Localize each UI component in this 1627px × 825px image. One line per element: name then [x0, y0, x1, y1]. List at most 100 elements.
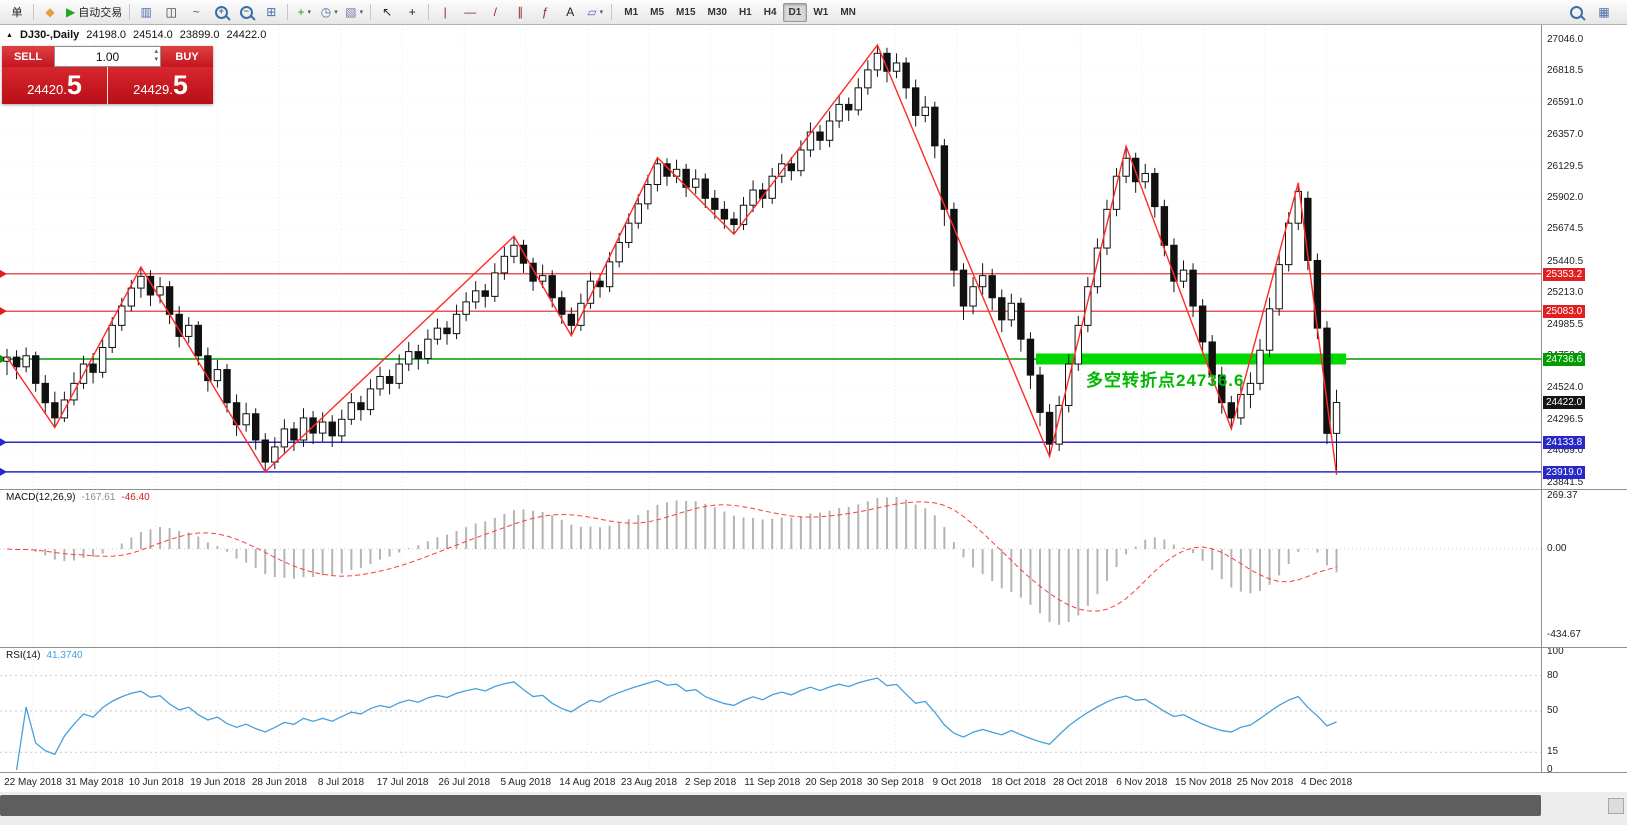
- price-axis-label: 26591.0: [1547, 96, 1584, 108]
- candle-body: [1160, 206, 1169, 246]
- candle-body: [902, 62, 910, 89]
- new-order-button[interactable]: 单: [5, 2, 29, 22]
- candle-body: [1332, 401, 1341, 434]
- candle-body: [529, 262, 537, 282]
- sell-button[interactable]: SELL: [2, 46, 54, 67]
- window-layout-icon: ▦: [1598, 5, 1610, 19]
- candle-body: [500, 255, 509, 274]
- candle-body: [1141, 172, 1149, 183]
- rsi-panel[interactable]: RSI(14) 41.3740: [0, 648, 1541, 772]
- candle-body: [739, 204, 748, 226]
- panel-resize-separator[interactable]: [0, 647, 1627, 648]
- candle-body: [711, 197, 719, 210]
- candle-body: [873, 52, 882, 71]
- trendline-icon[interactable]: /: [483, 2, 507, 22]
- macd-label: MACD(12,26,9) -167.61 -46.40: [6, 492, 150, 503]
- candle-body: [1189, 269, 1197, 307]
- chart-region[interactable]: ▲ DJ30-,Daily 24198.0 24514.0 23899.0 24…: [0, 25, 1541, 490]
- time-periods-icon[interactable]: ◷ ▾: [317, 2, 341, 22]
- spinner-up-icon[interactable]: ▴: [154, 48, 158, 55]
- time-axis[interactable]: 22 May 2018 31 May 2018 10 Jun 2018 19 Jun …: [0, 772, 1627, 792]
- bar-chart-mode-icon[interactable]: ▥: [134, 2, 158, 22]
- candle-body: [204, 355, 212, 382]
- buy-price[interactable]: 24429. 5: [108, 67, 213, 104]
- auto-trading-button[interactable]: ▶ 自动交易: [63, 2, 125, 22]
- text-tool-icon: A: [566, 5, 575, 19]
- line-chart-mode-icon: ~: [192, 5, 200, 19]
- line-anchor-icon: [0, 307, 7, 316]
- zoom-in-icon: +: [214, 5, 228, 19]
- candle-body: [1017, 302, 1025, 340]
- dropdown-arrow-icon: ▾: [307, 9, 311, 16]
- candle-body: [242, 413, 250, 426]
- price-line-badge: 24133.8: [1543, 436, 1586, 450]
- candle-body: [443, 327, 451, 335]
- equidistant-channel-icon[interactable]: ∥: [508, 2, 532, 22]
- price-axis[interactable]: 27046.0 26818.5 26591.0 26357.0 26129.5 25902…: [1541, 25, 1627, 775]
- time-axis-label: 31 May 2018: [65, 777, 124, 788]
- rsi-axis-label: 50: [1547, 705, 1559, 716]
- tile-windows-icon[interactable]: ⊞: [259, 2, 283, 22]
- timeframe-m30[interactable]: M30: [707, 6, 727, 18]
- candlestick-mode-icon[interactable]: ◫: [159, 2, 183, 22]
- timeframe-h4[interactable]: H4: [763, 6, 777, 18]
- macd-signal-value: -46.40: [121, 492, 150, 503]
- fibonacci-icon[interactable]: ƒ: [533, 2, 557, 22]
- timeframe-m1[interactable]: M1: [624, 6, 639, 18]
- candle-body: [950, 208, 958, 271]
- horizontal-scrollbar[interactable]: [0, 792, 1627, 825]
- pivot-highlight-band[interactable]: [1036, 353, 1347, 365]
- resize-grip[interactable]: [1608, 798, 1624, 814]
- price-chart-canvas[interactable]: [0, 25, 1541, 490]
- macd-canvas[interactable]: [0, 490, 1541, 648]
- candle-body: [491, 272, 499, 297]
- shapes-icon[interactable]: ▱ ▾: [583, 2, 607, 22]
- candle-body: [787, 163, 796, 172]
- candle-body: [1093, 247, 1102, 288]
- timeframe-m5[interactable]: M5: [650, 6, 665, 18]
- ohlc-low: 23899.0: [179, 29, 220, 41]
- search-icon[interactable]: [1564, 2, 1588, 22]
- timeframe-d1[interactable]: D1: [782, 2, 808, 22]
- candle-body: [223, 369, 231, 404]
- sell-price-big: 5: [66, 70, 82, 100]
- spinner-down-icon[interactable]: ▾: [154, 56, 158, 63]
- timeframe-mn[interactable]: MN: [840, 6, 856, 18]
- volume-spinner[interactable]: ▴ ▾: [154, 48, 158, 64]
- window-layout-icon[interactable]: ▦: [1592, 2, 1616, 22]
- timeframe-h1[interactable]: H1: [738, 6, 752, 18]
- candle-body: [883, 52, 891, 72]
- crosshair-icon: +: [408, 5, 416, 19]
- buy-button[interactable]: BUY: [161, 46, 213, 67]
- candle-body: [89, 363, 97, 373]
- time-axis-label: 9 Oct 2018: [932, 777, 982, 788]
- horizontal-scrollbar-thumb[interactable]: [0, 795, 1541, 816]
- text-tool-icon[interactable]: A: [558, 2, 582, 22]
- candle-body: [586, 280, 595, 304]
- candle-body: [1265, 308, 1274, 351]
- zoom-in-icon[interactable]: +: [209, 2, 233, 22]
- panel-resize-separator[interactable]: [0, 489, 1627, 490]
- templates-icon[interactable]: ▧ ▾: [342, 2, 366, 22]
- zoom-out-icon[interactable]: −: [234, 2, 258, 22]
- timeframe-w1[interactable]: W1: [813, 6, 829, 18]
- cursor-icon[interactable]: ↖: [375, 2, 399, 22]
- candle-body: [701, 178, 709, 199]
- line-chart-mode-icon[interactable]: ~: [184, 2, 208, 22]
- zigzag-line[interactable]: [6, 43, 1338, 475]
- timeframe-m15[interactable]: M15: [676, 6, 696, 18]
- main-toolbar: 单 ◆ ▶ 自动交易 ▥ ◫ ~ + − ⊞ + ▾ ◷ ▾ ▧ ▾ ↖ + | — / ∥ ƒ A ▱ ▾ M1 M5 M15 M30 H…: [0, 0, 1627, 25]
- price-axis-label: 26129.5: [1547, 160, 1584, 172]
- indicators-icon[interactable]: + ▾: [292, 2, 316, 22]
- sell-price[interactable]: 24420. 5: [2, 67, 108, 104]
- horizontal-line-icon[interactable]: —: [458, 2, 482, 22]
- mql5-community-icon[interactable]: ◆: [38, 2, 62, 22]
- volume-input[interactable]: [70, 48, 145, 65]
- crosshair-icon[interactable]: +: [400, 2, 424, 22]
- candle-body: [127, 287, 136, 307]
- rsi-canvas[interactable]: [0, 648, 1541, 772]
- macd-panel[interactable]: MACD(12,26,9) -167.61 -46.40: [0, 490, 1541, 648]
- vertical-line-icon[interactable]: |: [433, 2, 457, 22]
- time-axis-label: 14 Aug 2018: [559, 777, 616, 788]
